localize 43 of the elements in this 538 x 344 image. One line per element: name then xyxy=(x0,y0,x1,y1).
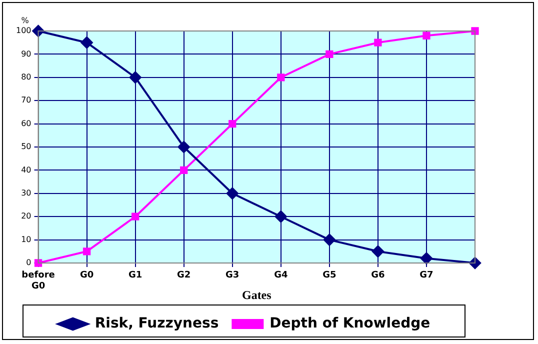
point xyxy=(131,212,140,220)
y-tick-label: 40 xyxy=(21,165,32,174)
point xyxy=(80,36,93,49)
x-tick-label: G4 xyxy=(274,270,288,281)
y-tick-label: 30 xyxy=(21,188,32,198)
y-tick-label: 0 xyxy=(26,258,32,268)
x-tick-label: G5 xyxy=(322,270,336,281)
point xyxy=(32,25,44,37)
x-tick-label: G7 xyxy=(420,270,434,281)
point xyxy=(274,210,287,223)
point xyxy=(374,38,382,46)
y-tick-label: 100 xyxy=(16,26,32,36)
point xyxy=(471,27,479,35)
point xyxy=(180,166,188,174)
y-tick-label: 20 xyxy=(21,212,32,221)
point xyxy=(228,120,236,128)
x-tick-label: before G0 xyxy=(22,270,55,292)
point xyxy=(323,234,336,246)
point xyxy=(422,32,430,40)
y-tick-label: 10 xyxy=(21,234,32,244)
y-tick-label: 80 xyxy=(21,72,32,82)
point xyxy=(277,74,285,82)
y-tick-label: 90 xyxy=(21,49,32,58)
legend-label: Depth of Knowledge xyxy=(270,316,430,332)
y-tick-label: 70 xyxy=(21,96,32,105)
x-tick-label: G2 xyxy=(177,270,191,281)
point xyxy=(226,187,238,200)
x-tick-label: G0 xyxy=(80,270,94,281)
point xyxy=(34,259,42,267)
x-tick-label: G3 xyxy=(226,270,240,281)
point xyxy=(129,71,142,84)
x-axis-title: Gates xyxy=(242,288,272,302)
y-axis-title: % xyxy=(21,16,30,26)
y-tick-label: 50 xyxy=(21,142,32,152)
point xyxy=(178,141,190,153)
y-tick-label: 60 xyxy=(21,118,32,128)
point xyxy=(82,248,91,256)
point xyxy=(420,252,432,264)
point xyxy=(372,245,384,258)
x-tick-label: G1 xyxy=(128,270,142,281)
legend-label: Risk, Fuzzyness xyxy=(94,316,219,332)
x-tick-label: G6 xyxy=(371,270,385,281)
point xyxy=(326,50,334,58)
